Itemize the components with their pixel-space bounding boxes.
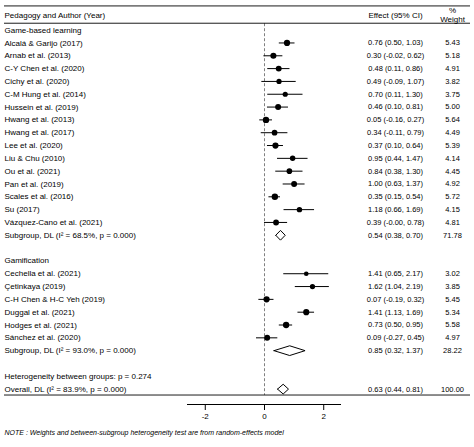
svg-text:Cichy et al. (2020): Cichy et al. (2020) [5, 77, 70, 86]
svg-text:Weight: Weight [440, 15, 466, 24]
svg-text:4.45: 4.45 [445, 167, 460, 176]
svg-text:28.22: 28.22 [443, 346, 462, 355]
svg-text:3.82: 3.82 [445, 77, 460, 86]
svg-text:Hwang et al. (2013): Hwang et al. (2013) [5, 115, 75, 124]
svg-text:5.43: 5.43 [445, 38, 460, 47]
svg-text:0.34 (-0.11, 0.79): 0.34 (-0.11, 0.79) [367, 128, 424, 137]
svg-text:Heterogeneity between groups:: Heterogeneity between groups: p = 0.274 [5, 372, 153, 381]
svg-text:1.62 (1.04, 2.19): 1.62 (1.04, 2.19) [368, 282, 424, 291]
svg-text:C-M Hung et al. (2014): C-M Hung et al. (2014) [5, 90, 87, 99]
svg-text:0.84 (0.38, 1.30): 0.84 (0.38, 1.30) [368, 167, 424, 176]
svg-text:Arnab et al. (2013): Arnab et al. (2013) [5, 51, 72, 60]
svg-text:0.46 (0.10, 0.81): 0.46 (0.10, 0.81) [368, 102, 424, 111]
svg-text:0.54 (0.38, 0.70): 0.54 (0.38, 0.70) [368, 231, 424, 240]
svg-text:Sánchez et al. (2020): Sánchez et al. (2020) [5, 333, 81, 342]
svg-text:0.49 (-0.09, 1.07): 0.49 (-0.09, 1.07) [367, 77, 425, 86]
svg-text:5.39: 5.39 [445, 141, 460, 150]
svg-text:3.85: 3.85 [445, 282, 460, 291]
svg-text:NOTE : Weights and between-sub: NOTE : Weights and between-subgroup hete… [5, 429, 285, 437]
svg-text:3.75: 3.75 [445, 90, 460, 99]
svg-text:5.72: 5.72 [445, 192, 460, 201]
svg-text:0.39 (-0.00, 0.78): 0.39 (-0.00, 0.78) [367, 218, 425, 227]
svg-text:4.92: 4.92 [445, 179, 460, 188]
svg-text:C-H Chen & H-C Yeh (2019): C-H Chen & H-C Yeh (2019) [5, 295, 106, 304]
svg-text:Pan et al. (2019): Pan et al. (2019) [5, 180, 64, 189]
svg-text:5.00: 5.00 [445, 102, 460, 111]
svg-text:3.02: 3.02 [445, 269, 460, 278]
svg-text:Cechella et al. (2021): Cechella et al. (2021) [5, 269, 81, 278]
svg-text:4.81: 4.81 [445, 218, 460, 227]
svg-text:0.73 (0.50, 0.95): 0.73 (0.50, 0.95) [368, 320, 424, 329]
svg-text:5.34: 5.34 [445, 308, 460, 317]
svg-text:-2: -2 [202, 412, 210, 421]
svg-text:0.37 (0.10, 0.64): 0.37 (0.10, 0.64) [368, 141, 424, 150]
svg-text:1.41 (0.65, 2.17): 1.41 (0.65, 2.17) [368, 269, 424, 278]
svg-text:0.70 (0.11, 1.30): 0.70 (0.11, 1.30) [368, 90, 423, 99]
svg-text:100.00: 100.00 [441, 385, 464, 394]
svg-text:C-Y Chen et al. (2020): C-Y Chen et al. (2020) [5, 64, 85, 73]
svg-text:0.30 (-0.02, 0.62): 0.30 (-0.02, 0.62) [367, 51, 425, 60]
svg-text:4.15: 4.15 [445, 205, 460, 214]
svg-text:0.95 (0.44, 1.47): 0.95 (0.44, 1.47) [368, 154, 424, 163]
svg-text:Hodges et al. (2021): Hodges et al. (2021) [5, 321, 78, 330]
svg-text:4.14: 4.14 [445, 154, 460, 163]
svg-text:Gamification: Gamification [5, 256, 49, 265]
svg-text:Pedagogy and Author (Year): Pedagogy and Author (Year) [5, 11, 106, 20]
svg-text:Ou et al. (2021): Ou et al. (2021) [5, 167, 61, 176]
svg-text:1.00 (0.63, 1.37): 1.00 (0.63, 1.37) [368, 179, 424, 188]
svg-text:Subgroup, DL (I² = 68.5%, p =: Subgroup, DL (I² = 68.5%, p = 0.000) [5, 231, 137, 240]
svg-text:Scales et al. (2016): Scales et al. (2016) [5, 192, 74, 201]
svg-text:5.58: 5.58 [445, 320, 460, 329]
svg-text:Vázquez-Cano et al. (2021): Vázquez-Cano et al. (2021) [5, 218, 103, 227]
svg-text:2: 2 [322, 412, 327, 421]
svg-text:0.85 (0.32, 1.37): 0.85 (0.32, 1.37) [368, 346, 424, 355]
svg-text:4.97: 4.97 [445, 333, 460, 342]
svg-text:4.91: 4.91 [445, 64, 460, 73]
svg-text:0.63 (0.44, 0.81): 0.63 (0.44, 0.81) [368, 385, 424, 394]
svg-text:0.07 (-0.19, 0.32): 0.07 (-0.19, 0.32) [367, 295, 425, 304]
svg-text:Overall, DL (I² = 83.9%, p = 0: Overall, DL (I² = 83.9%, p = 0.000) [5, 385, 127, 394]
svg-text:0.09 (-0.27, 0.45): 0.09 (-0.27, 0.45) [367, 333, 425, 342]
svg-text:0: 0 [262, 412, 267, 421]
svg-text:Game-based learning: Game-based learning [5, 26, 82, 35]
svg-text:%: % [449, 6, 456, 15]
svg-text:Hwang et al. (2017): Hwang et al. (2017) [5, 128, 75, 137]
svg-text:Alcalá & Garijo (2017): Alcalá & Garijo (2017) [5, 39, 84, 48]
svg-text:0.48 (0.11, 0.86): 0.48 (0.11, 0.86) [368, 64, 423, 73]
svg-text:0.76 (0.50, 1.03): 0.76 (0.50, 1.03) [368, 38, 424, 47]
svg-text:0.35 (0.15, 0.54): 0.35 (0.15, 0.54) [368, 192, 424, 201]
svg-text:5.18: 5.18 [445, 51, 460, 60]
svg-text:5.45: 5.45 [445, 295, 460, 304]
svg-text:Effect (95% CI): Effect (95% CI) [368, 11, 422, 20]
svg-text:4.49: 4.49 [445, 128, 460, 137]
svg-text:1.41 (1.13, 1.69): 1.41 (1.13, 1.69) [368, 308, 424, 317]
svg-text:Çetinkaya (2019): Çetinkaya (2019) [5, 282, 66, 291]
svg-text:Lee et al. (2020): Lee et al. (2020) [5, 141, 64, 150]
svg-text:0.05 (-0.16, 0.27): 0.05 (-0.16, 0.27) [367, 115, 425, 124]
svg-text:Su (2017): Su (2017) [5, 205, 40, 214]
svg-text:Hussein et al. (2019): Hussein et al. (2019) [5, 103, 79, 112]
svg-text:Duggal et al. (2021): Duggal et al. (2021) [5, 308, 76, 317]
svg-text:Subgroup, DL (I² = 93.0%, p =: Subgroup, DL (I² = 93.0%, p = 0.000) [5, 346, 137, 355]
svg-text:5.64: 5.64 [445, 115, 460, 124]
svg-text:71.78: 71.78 [443, 231, 462, 240]
svg-text:Liu & Chu (2010): Liu & Chu (2010) [5, 154, 66, 163]
svg-text:1.18 (0.66, 1.69): 1.18 (0.66, 1.69) [368, 205, 424, 214]
